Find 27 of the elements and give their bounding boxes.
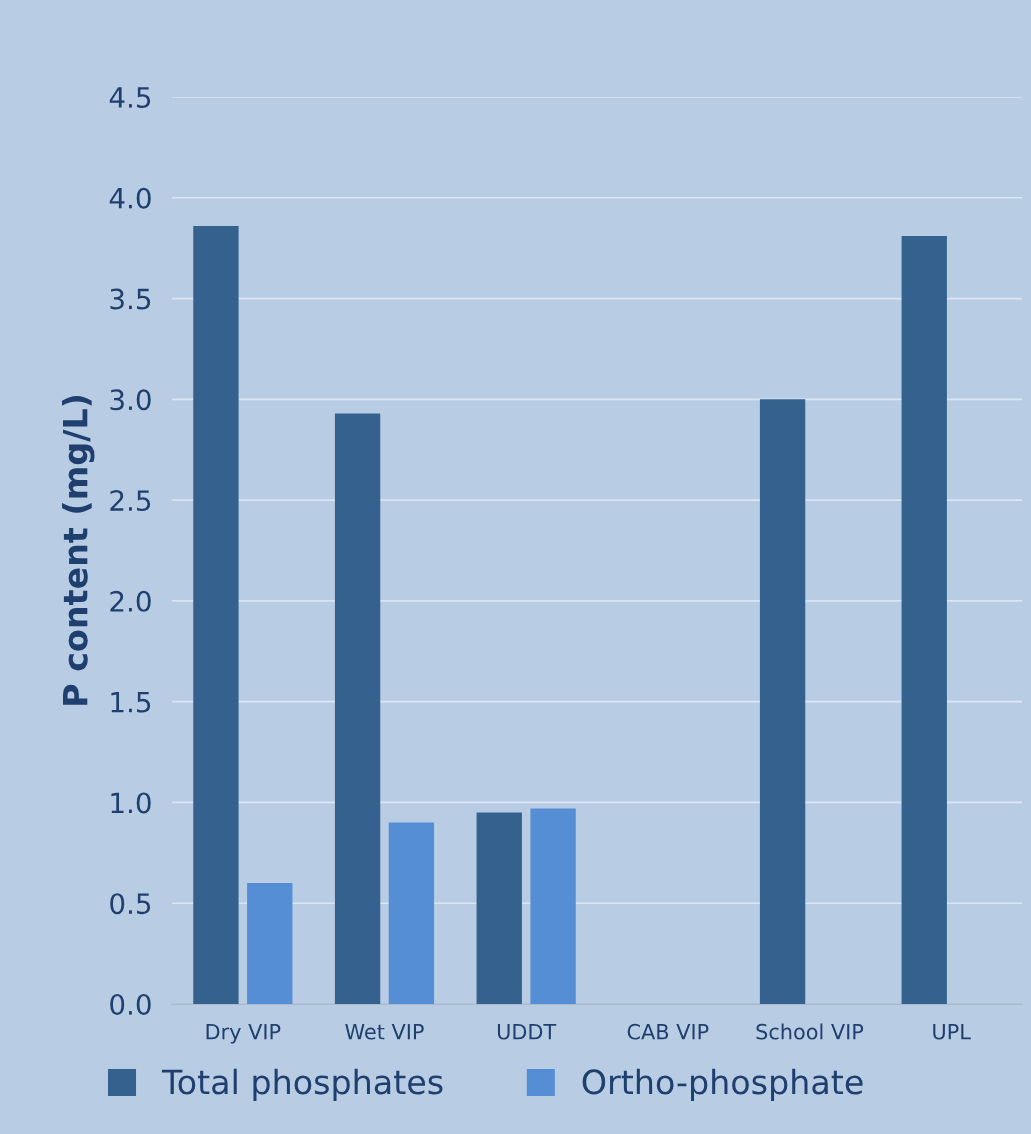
bar — [901, 236, 947, 1004]
legend-label: Ortho-phosphate — [582, 1068, 863, 1101]
y-tick-label: 3.0 — [110, 389, 151, 411]
y-tick-label: 0.5 — [110, 893, 151, 915]
y-tick-label: 4.0 — [109, 187, 151, 209]
bar — [476, 812, 522, 1004]
y-tick-label: 0.0 — [110, 993, 151, 1015]
bar — [388, 822, 435, 1004]
bar — [193, 226, 239, 1004]
y-tick-label: 4.5 — [109, 87, 151, 108]
x-tick-label: UPL — [933, 1024, 971, 1040]
y-axis-title: P content (mg/L) — [62, 396, 95, 705]
bar — [759, 399, 806, 1004]
y-tick-label: 1.5 — [111, 691, 151, 713]
bar — [247, 883, 293, 1004]
y-tick-label: 2.0 — [110, 590, 151, 612]
x-tick-label: Dry VIP — [206, 1024, 281, 1044]
legend-label: Total phosphates — [161, 1068, 443, 1101]
x-tick-label: Wet VIP — [345, 1024, 424, 1040]
x-tick-label: School VIP — [756, 1023, 864, 1040]
bar — [334, 413, 381, 1004]
y-tick-label: 1.0 — [111, 792, 151, 814]
y-tick-label: 3.5 — [110, 288, 151, 310]
y-tick-label: 2.5 — [110, 490, 151, 512]
bar — [530, 808, 576, 1004]
x-tick-label: UDDT — [497, 1024, 557, 1040]
x-tick-label: CAB VIP — [627, 1023, 709, 1040]
